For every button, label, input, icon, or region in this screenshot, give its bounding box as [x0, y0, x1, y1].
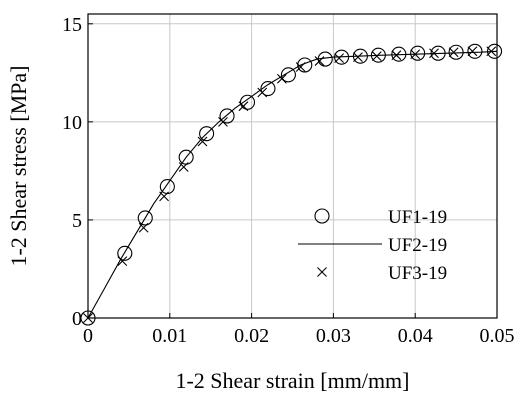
data-point-uf3-19: [410, 49, 421, 60]
data-point-uf3-19: [429, 48, 439, 59]
data-point-uf3-19: [391, 50, 402, 61]
y-tick-label: 15: [62, 14, 82, 36]
data-point-uf1-19: [199, 126, 215, 142]
data-point-uf3-19: [334, 53, 345, 64]
legend-label-uf1-19: UF1-19: [388, 207, 447, 228]
legend-swatch-uf1-19: [314, 208, 330, 224]
x-tick-label: 0.02: [234, 325, 269, 347]
data-point-uf3-19: [371, 51, 382, 62]
y-tick-label: 5: [72, 210, 82, 232]
y-tick-label: 10: [62, 112, 82, 134]
x-tick-label: 0.03: [316, 325, 351, 347]
data-point-uf1-19: [117, 245, 133, 261]
legend-label-uf2-19: UF2-19: [388, 235, 447, 256]
legend-label-uf3-19: UF3-19: [388, 263, 447, 284]
legend-swatch-uf3-19: [317, 267, 327, 277]
data-point-uf3-19: [448, 47, 459, 58]
data-point-uf1-19: [260, 80, 276, 97]
data-point-uf3-19: [314, 56, 325, 66]
data-point-uf1-19: [239, 94, 256, 110]
x-tick-label: 0.04: [398, 325, 433, 347]
data-point-uf1-19: [448, 44, 464, 60]
data-point-uf3-19: [138, 222, 149, 233]
plot-frame: [87, 13, 498, 319]
data-point-uf1-19: [467, 43, 483, 59]
data-point-uf3-19: [486, 46, 497, 57]
data-point-uf1-19: [486, 43, 503, 59]
data-point-uf3-19: [159, 191, 169, 202]
data-point-uf3-19: [276, 73, 287, 84]
x-tick-label: 0.01: [152, 325, 187, 347]
data-point-uf3-19: [238, 101, 249, 112]
data-point-uf3-19: [295, 62, 306, 72]
data-point-uf3-19: [197, 136, 208, 147]
data-point-uf1-19: [219, 108, 235, 124]
y-axis-title: 1-2 Shear stress [MPa]: [6, 65, 31, 266]
data-point-uf1-19: [297, 57, 313, 73]
data-point-uf3-19: [178, 162, 189, 172]
data-point-uf3-19: [117, 256, 128, 267]
x-axis-title: 1-2 Shear strain [mm/mm]: [175, 368, 409, 393]
data-point-uf3-19: [257, 87, 268, 98]
data-point-uf1-19: [280, 67, 296, 83]
data-point-uf3-19: [353, 52, 363, 63]
x-tick-label: 0: [83, 325, 93, 347]
y-tick-label: 0: [72, 308, 82, 330]
data-point-uf1-19: [410, 45, 426, 61]
plot-data: [80, 43, 503, 326]
grid-lines: [88, 14, 497, 318]
data-point-uf3-19: [218, 116, 228, 127]
data-point-uf1-19: [137, 210, 153, 226]
x-tick-label: 0.05: [480, 325, 515, 347]
data-point-uf3-19: [467, 46, 478, 57]
legend: UF1-19 UF2-19 UF3-19: [298, 207, 447, 284]
axis-ticks: 0 0.01 0.02 0.03 0.04 0.05 0 5 10 15: [62, 14, 515, 347]
